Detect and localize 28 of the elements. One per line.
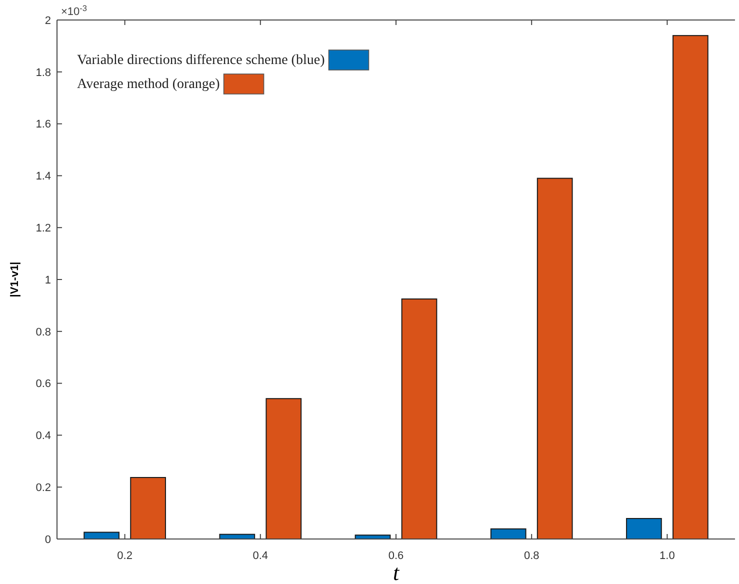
x-tick-label: 0.4 (252, 550, 268, 562)
text: ×10$^{-3}$ (61, 4, 88, 18)
bar (130, 477, 166, 540)
y-tick-label: 1.4 (36, 170, 51, 183)
bar (672, 35, 708, 540)
y-tick-label: 1.8 (36, 66, 51, 79)
x-tick-label: 0.8 (524, 550, 540, 562)
x-tick-label: 1.0 (660, 550, 675, 562)
y-tick-label: 2 (44, 14, 51, 27)
y-tick-label: 0.6 (36, 378, 51, 390)
x-tick-label: 0.6 (388, 550, 404, 562)
x-axis-title: t (392, 560, 400, 584)
bar (490, 528, 526, 540)
y-axis-title: |V1-v1| (9, 262, 21, 298)
y-tick-label: 0.4 (36, 430, 51, 442)
y-tick-label: 0 (44, 534, 51, 546)
bar (626, 518, 662, 540)
y-tick-label: 0.8 (36, 326, 51, 338)
legend-label: Average method (orange) (77, 77, 220, 92)
y-tick-label: 1.2 (36, 222, 51, 234)
bar (266, 398, 302, 540)
bar (536, 178, 573, 540)
bar (401, 298, 438, 540)
x-tick-label: 0.2 (117, 550, 132, 562)
legend-label: Variable directions difference scheme (blue) (77, 53, 326, 68)
y-tick-label: 1.6 (36, 118, 51, 131)
y-tick-label: 1 (44, 274, 51, 286)
y-tick-label: 0.2 (36, 482, 51, 494)
